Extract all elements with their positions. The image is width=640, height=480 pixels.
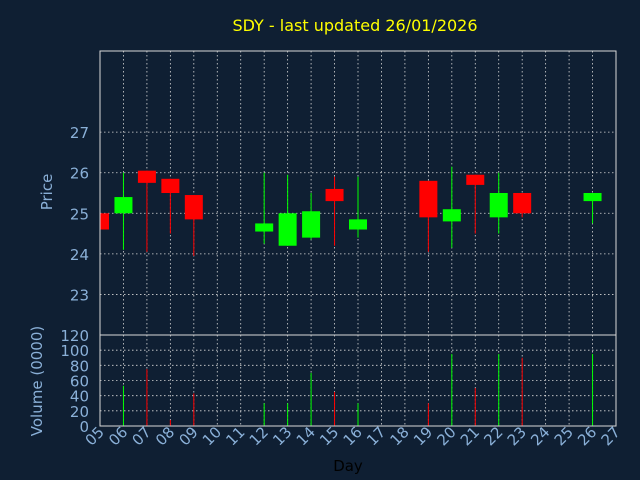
candle-body xyxy=(442,209,461,222)
candle-body xyxy=(583,193,602,202)
volume-panel-frame xyxy=(99,334,617,427)
x-tick-label: 24 xyxy=(527,423,553,449)
price-tick-label: 26 xyxy=(70,165,89,183)
x-tick-label: 13 xyxy=(269,423,295,449)
x-tick-label: 18 xyxy=(387,423,413,449)
candle-body xyxy=(302,211,321,238)
volume-bars xyxy=(122,353,594,426)
price-axis-label: Price xyxy=(38,174,56,211)
volume-tick-label: 100 xyxy=(60,342,89,360)
candle-body xyxy=(325,188,344,202)
volume-tick-label: 60 xyxy=(70,373,89,391)
x-tick-label: 21 xyxy=(457,423,483,449)
x-tick-label: 08 xyxy=(152,423,178,449)
x-tick-label: 16 xyxy=(340,423,366,449)
x-tick-label: 15 xyxy=(316,423,342,449)
x-tick-label: 26 xyxy=(574,423,600,449)
x-tick-label: 06 xyxy=(105,423,131,449)
price-tick-label: 24 xyxy=(70,246,89,264)
x-tick-label: 17 xyxy=(363,423,389,449)
x-tick-label: 22 xyxy=(480,423,506,449)
x-tick-label: 07 xyxy=(129,423,155,449)
price-candles xyxy=(100,166,602,256)
x-tick-label: 09 xyxy=(175,423,201,449)
volume-axis-label: Volume (0000) xyxy=(28,326,46,436)
x-tick-label: 19 xyxy=(410,423,436,449)
candle-body xyxy=(137,170,156,183)
x-tick-label: 14 xyxy=(293,423,319,449)
volume-tick-label: 20 xyxy=(70,403,89,421)
price-tick-label: 25 xyxy=(70,205,89,223)
candle-body xyxy=(161,178,180,193)
volume-tick-label: 40 xyxy=(70,388,89,406)
x-tick-label: 10 xyxy=(199,423,225,449)
x-tick-label: 20 xyxy=(433,423,459,449)
candle-body xyxy=(349,219,367,230)
x-tick-label: 23 xyxy=(504,423,530,449)
grid-lines xyxy=(99,51,617,427)
x-ticks: 0506070809101112131415161718192021222324… xyxy=(82,423,624,449)
candle-body xyxy=(278,213,297,246)
candle-body xyxy=(419,180,438,218)
candle-body xyxy=(255,223,274,232)
candle-body xyxy=(100,213,109,230)
volume-tick-label: 0 xyxy=(79,418,89,436)
volume-tick-label: 120 xyxy=(60,327,89,345)
x-tick-label: 27 xyxy=(598,423,624,449)
x-tick-label: 12 xyxy=(246,423,272,449)
x-axis-label: Day xyxy=(333,457,363,475)
plot-frames xyxy=(99,50,617,427)
x-tick-label: 11 xyxy=(222,423,248,449)
candle-body xyxy=(114,197,133,214)
candle-body xyxy=(184,195,203,220)
price-tick-label: 27 xyxy=(70,124,89,142)
volume-tick-label: 80 xyxy=(70,357,89,375)
price-ticks: 23 24 25 26 27 xyxy=(70,124,89,304)
chart-title: SDY - last updated 26/01/2026 xyxy=(232,16,477,35)
x-tick-label: 25 xyxy=(551,423,577,449)
candle-body xyxy=(466,174,485,185)
candle-body xyxy=(489,193,508,218)
candle-body xyxy=(513,193,532,214)
price-tick-label: 23 xyxy=(70,286,89,304)
